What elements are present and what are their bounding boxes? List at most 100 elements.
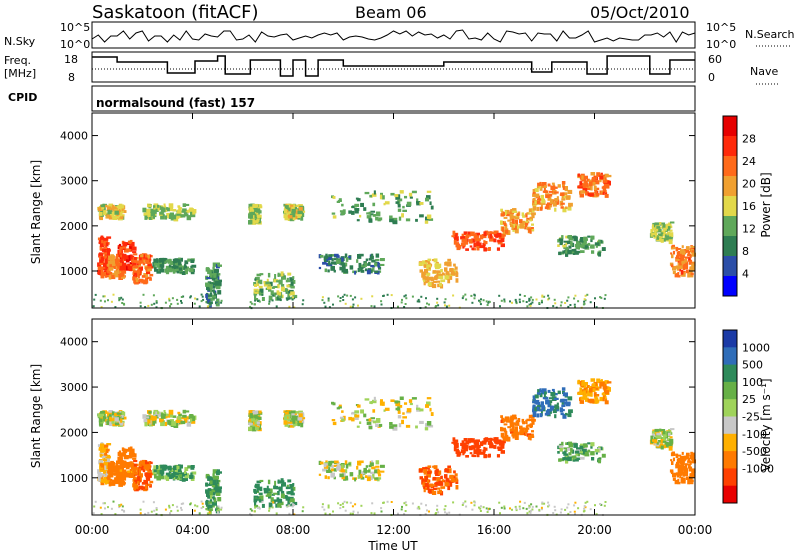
velocity-cell <box>380 464 385 468</box>
power-cell <box>504 209 510 215</box>
power-cell <box>344 302 347 305</box>
velocity-cell <box>488 507 491 510</box>
velocity-cell <box>125 462 129 466</box>
power-cell <box>159 268 165 273</box>
velocity-cell <box>108 421 113 427</box>
velocity-cell <box>121 411 125 415</box>
velocity-cell <box>375 460 380 465</box>
power-cell <box>473 297 476 300</box>
velocity-cell <box>139 512 142 515</box>
power-cell <box>354 270 357 275</box>
velocity-cell <box>181 416 186 420</box>
power-cell <box>516 225 520 229</box>
power-cell <box>116 206 122 209</box>
velocity-cell <box>604 390 610 395</box>
power-cell <box>565 195 571 200</box>
power-cell <box>214 269 219 273</box>
power-cell <box>292 294 298 299</box>
velocity-cell <box>290 492 295 496</box>
velocity-cell <box>526 512 529 515</box>
velocity-cell <box>184 473 189 479</box>
power-cell <box>178 267 182 271</box>
velocity-cell <box>253 488 257 493</box>
velocity-cell <box>380 399 383 403</box>
velocity-cell <box>594 394 598 400</box>
power-cell <box>118 274 123 278</box>
velocity-cell <box>289 423 295 428</box>
velocity-cell <box>381 401 385 406</box>
power-cell <box>292 279 296 284</box>
velocity-cell <box>98 460 104 465</box>
velocity-cell <box>147 470 152 473</box>
power-cell <box>200 300 203 303</box>
power-cell <box>435 305 438 307</box>
velocity-cell <box>367 470 371 473</box>
velocity-cell <box>437 511 440 514</box>
velocity-cell <box>357 511 359 514</box>
power-cell <box>286 280 291 283</box>
velocity-cell <box>145 460 148 465</box>
velocity-cell <box>254 498 259 501</box>
velocity-cell <box>433 487 437 491</box>
power-cell <box>102 272 108 277</box>
power-cell <box>548 297 551 300</box>
velocity-cell <box>489 440 493 446</box>
velocity-cell <box>133 463 137 467</box>
velocity-cell <box>117 465 123 468</box>
power-cell <box>568 245 572 249</box>
power-cell <box>424 276 429 281</box>
velocity-cell <box>389 422 393 426</box>
power-cell <box>286 284 290 288</box>
power-cell <box>97 207 103 211</box>
power-cell <box>554 302 557 305</box>
velocity-cell <box>144 513 147 516</box>
power-cell <box>654 230 657 235</box>
velocity-cell <box>190 418 193 423</box>
velocity-cell <box>186 473 190 476</box>
velocity-cell <box>691 459 696 464</box>
velocity-cell <box>280 490 285 494</box>
power-cell <box>254 207 258 212</box>
power-cell <box>436 270 441 276</box>
velocity-colorbar-swatch <box>723 347 737 366</box>
power-cell <box>500 208 503 212</box>
power-cell <box>594 188 598 194</box>
power-cell <box>171 297 174 300</box>
power-cell <box>102 295 105 298</box>
velocity-cell <box>541 508 543 511</box>
power-cell <box>190 212 196 218</box>
power-cell <box>590 238 593 243</box>
power-cell <box>134 259 138 263</box>
power-cell <box>267 286 272 290</box>
power-cell <box>183 212 188 217</box>
power-cell <box>498 294 501 297</box>
power-cell <box>372 214 376 217</box>
power-cell <box>541 301 543 304</box>
velocity-cell <box>500 450 505 454</box>
velocity-cell <box>690 452 695 455</box>
velocity-cell <box>564 392 568 397</box>
power-cell <box>669 232 674 238</box>
velocity-cell <box>297 417 303 421</box>
power-cell <box>352 303 355 306</box>
velocity-cell <box>529 425 533 428</box>
velocity-cell <box>104 453 107 456</box>
velocity-cell <box>112 423 117 427</box>
power-cell <box>595 193 600 197</box>
power-cell <box>184 264 187 268</box>
power-cell <box>451 235 455 238</box>
power-cell <box>99 215 103 221</box>
power-cell <box>98 253 104 258</box>
power-cell <box>487 247 491 251</box>
velocity-cell <box>180 502 183 505</box>
velocity-cell <box>170 469 174 472</box>
power-cell <box>127 263 130 266</box>
velocity-cell <box>558 445 564 448</box>
power-cell <box>189 207 193 210</box>
power-cell <box>121 253 127 258</box>
velocity-cell <box>462 452 465 456</box>
velocity-cell <box>129 448 135 453</box>
power-cell <box>440 279 446 283</box>
velocity-cell <box>401 419 404 425</box>
velocity-cell <box>254 483 260 489</box>
